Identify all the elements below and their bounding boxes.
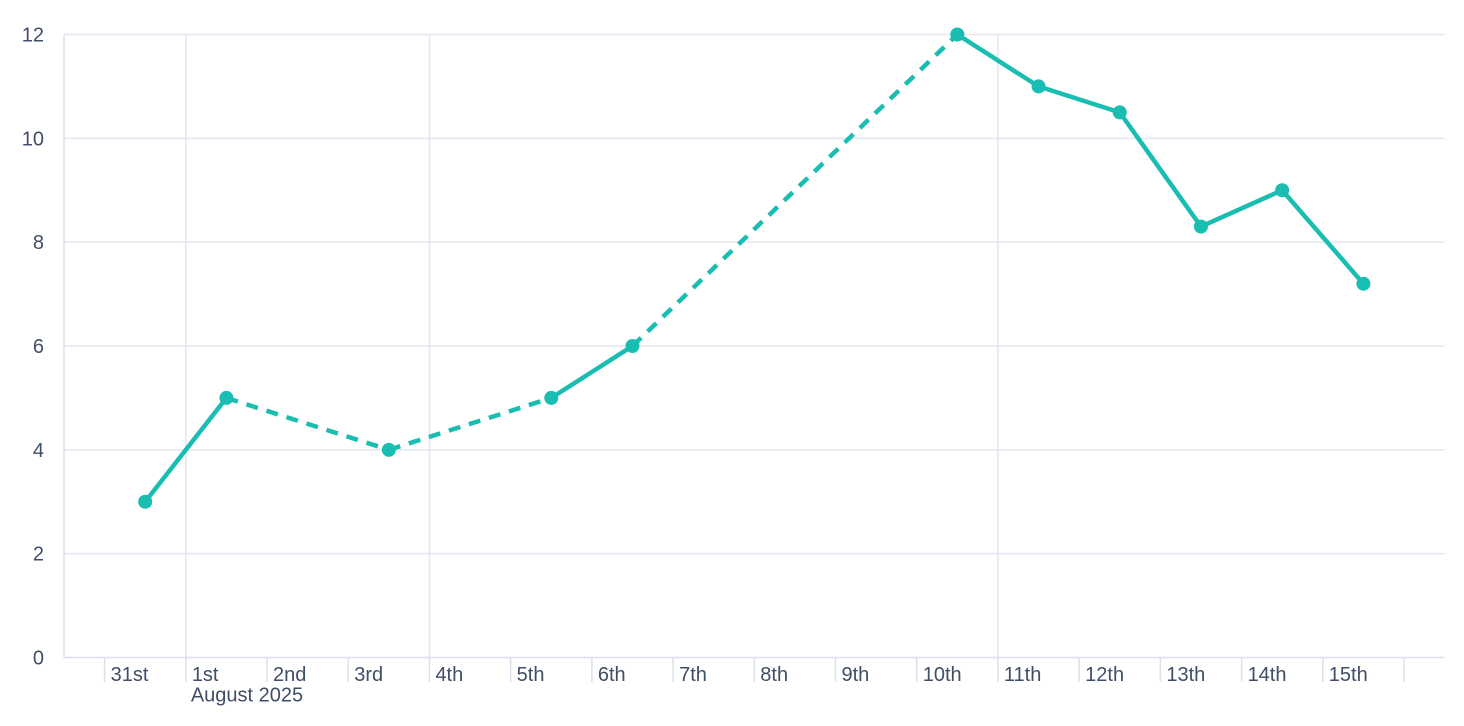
- y-axis-tick-label: 6: [33, 336, 44, 358]
- x-axis-tick-label: 3rd: [354, 664, 383, 686]
- y-axis-tick-label: 0: [33, 648, 44, 670]
- data-point-marker[interactable]: [381, 442, 396, 457]
- x-axis-tick-label: 6th: [598, 664, 626, 686]
- data-point-marker[interactable]: [1356, 276, 1371, 291]
- x-axis-tick-label: 9th: [842, 664, 870, 686]
- series-segment-solid: [1036, 84, 1123, 115]
- series-segment-solid: [1198, 188, 1285, 229]
- data-point-marker[interactable]: [219, 390, 234, 405]
- series-segment-solid: [1279, 188, 1366, 286]
- series-segment-dashed: [630, 32, 959, 348]
- data-point-marker[interactable]: [950, 27, 965, 42]
- x-axis-month-label: August 2025: [191, 685, 303, 707]
- x-axis-tick-label: 31st: [111, 664, 149, 686]
- x-axis-tick-label: 14th: [1248, 664, 1287, 686]
- data-point-marker[interactable]: [1112, 105, 1127, 120]
- data-point-marker[interactable]: [625, 339, 640, 353]
- data-point-marker[interactable]: [1193, 219, 1208, 234]
- series-segment-solid: [142, 395, 229, 504]
- data-point-marker[interactable]: [544, 390, 559, 405]
- x-axis-tick-label: 7th: [679, 664, 707, 686]
- x-axis-tick-label: 15th: [1329, 664, 1368, 686]
- series-segment-solid: [955, 32, 1041, 89]
- y-axis-tick-label: 2: [33, 544, 44, 566]
- series-segment-solid: [549, 343, 635, 401]
- series-segment-solid: [1117, 110, 1204, 229]
- x-axis-tick-label: 2nd: [273, 664, 306, 686]
- y-axis-tick-label: 8: [33, 232, 44, 254]
- y-axis-tick-label: 10: [22, 128, 44, 150]
- x-axis-tick-label: 1st: [192, 664, 219, 686]
- x-axis-tick-label: 11th: [1004, 664, 1041, 686]
- x-axis-tick-label: 13th: [1166, 664, 1205, 686]
- series-segment-dashed: [225, 395, 390, 452]
- x-axis-tick-label: 5th: [517, 664, 545, 686]
- x-axis-tick-label: 12th: [1085, 664, 1124, 686]
- x-axis-tick-label: 8th: [760, 664, 788, 686]
- data-point-marker[interactable]: [138, 494, 153, 509]
- series-segment-dashed: [388, 395, 552, 452]
- y-axis-tick-label: 4: [33, 440, 44, 462]
- x-axis-tick-label: 10th: [923, 664, 962, 686]
- x-axis-tick-label: 4th: [435, 664, 463, 686]
- data-point-marker[interactable]: [1275, 183, 1290, 198]
- data-point-marker[interactable]: [1031, 79, 1046, 94]
- y-axis-tick-label: 12: [22, 25, 44, 47]
